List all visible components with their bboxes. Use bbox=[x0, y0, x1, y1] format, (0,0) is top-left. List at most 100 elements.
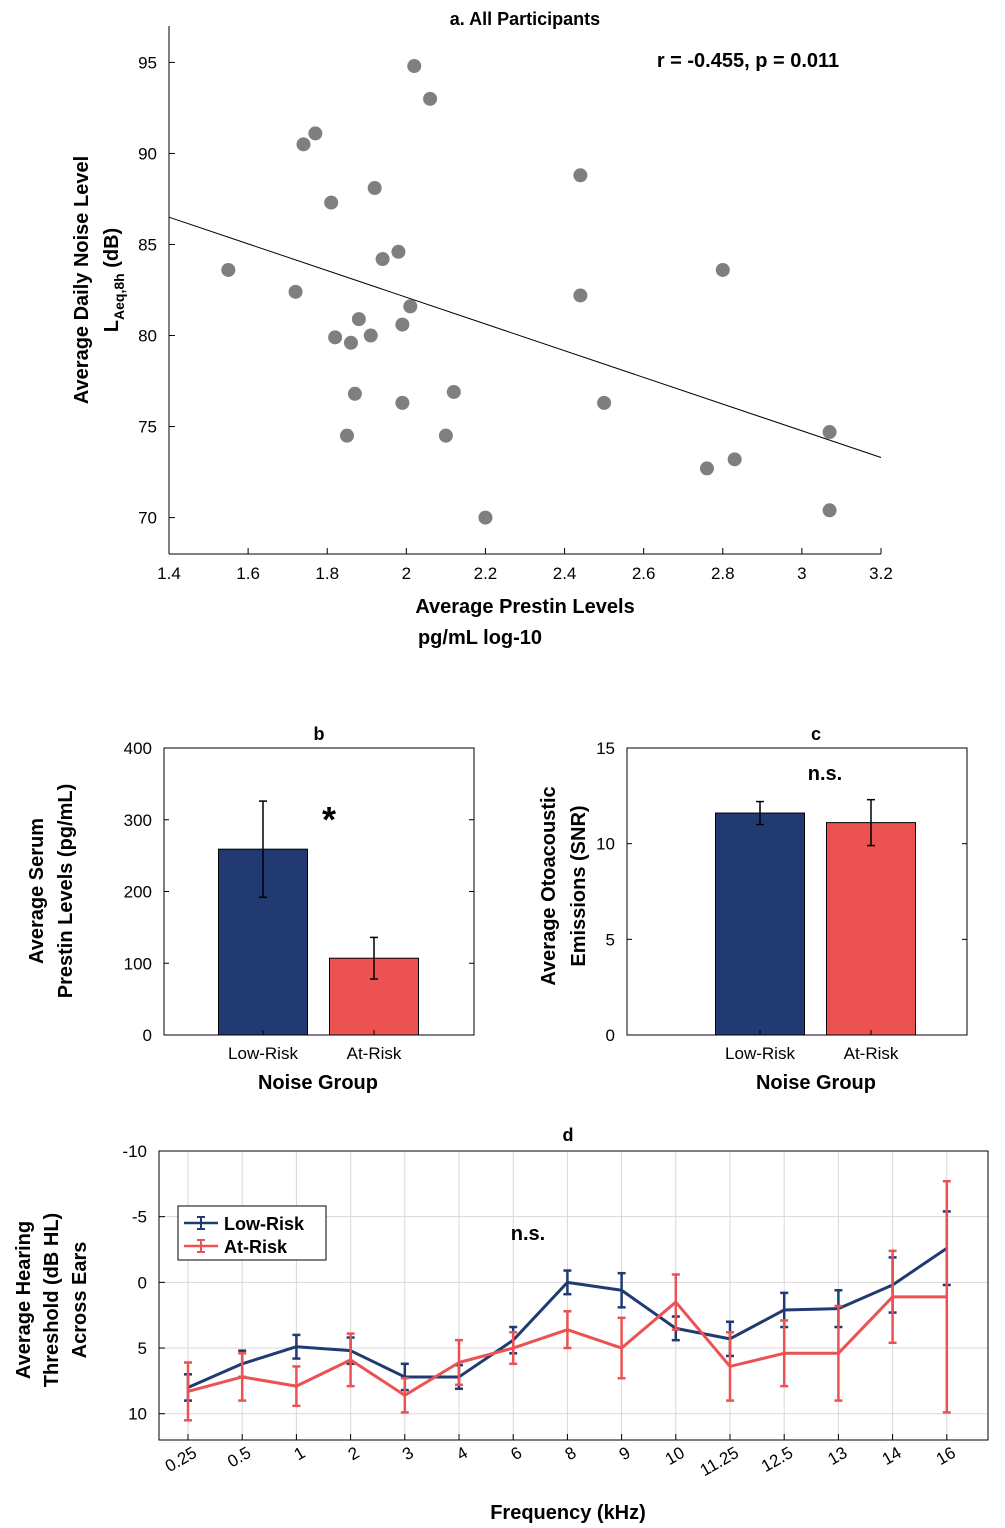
panel-a-data-point bbox=[363, 328, 378, 343]
panel-c-y-label-line2: Emissions (SNR) bbox=[568, 805, 590, 966]
panel-b-x-label: Noise Group bbox=[258, 1072, 378, 1094]
panel-a-y-tick-label: 95 bbox=[138, 53, 157, 72]
panel-a-x-tick-label: 1.4 bbox=[157, 564, 181, 583]
panel-b-y-tick-label: 200 bbox=[124, 883, 152, 902]
panel-d-x-tick-label: 14 bbox=[879, 1443, 905, 1469]
panel-a-data-point bbox=[573, 168, 588, 183]
panel-c-x-label: Noise Group bbox=[756, 1072, 876, 1094]
panel-c-ns-annotation: n.s. bbox=[808, 763, 842, 785]
panel-a-x-tick-label: 2.4 bbox=[553, 564, 577, 583]
panel-a-data-point bbox=[395, 317, 410, 332]
panel-d-x-tick-label: 0.5 bbox=[224, 1443, 254, 1471]
panel-d-y-ticks: -10 -5 0 5 10 bbox=[122, 1142, 165, 1424]
panel-d-x-tick-label: 9 bbox=[616, 1443, 634, 1464]
panel-a-data-point bbox=[367, 181, 382, 196]
panel-a-x-label: Average Prestin Levels bbox=[415, 596, 634, 618]
panel-a-x-ticks: 1.4 1.6 1.8 2 2.2 2.4 2.6 2.8 3 3.2 bbox=[157, 548, 893, 583]
panel-d-title: d bbox=[563, 1125, 574, 1145]
panel-a-y-tick-label: 80 bbox=[138, 327, 157, 346]
panel-d-y-tick-label: 10 bbox=[128, 1405, 147, 1424]
panel-d-ns-annotation: n.s. bbox=[511, 1223, 545, 1245]
panel-a-data-point bbox=[391, 244, 406, 259]
panel-a-data-point bbox=[438, 428, 453, 443]
panel-c-bar bbox=[826, 822, 916, 1036]
panel-b-significance-star: * bbox=[322, 799, 336, 840]
panel-a-data-point bbox=[822, 425, 837, 440]
panel-a-title: a. All Participants bbox=[450, 9, 600, 29]
panel-d-x-tick-label: 0.25 bbox=[162, 1443, 200, 1476]
panel-c-y-tick-label: 15 bbox=[596, 739, 615, 758]
panel-c-bar bbox=[715, 812, 805, 1036]
panel-b-y-tick-label: 100 bbox=[124, 954, 152, 973]
panel-d-y-tick-label: 0 bbox=[138, 1273, 147, 1292]
panel-a-data-point bbox=[597, 395, 612, 410]
panel-c-bar-chart: c 0 5 10 15 Low-Risk At-Risk n.s. Noise Grou… bbox=[538, 724, 968, 1094]
panel-d-x-label: Frequency (kHz) bbox=[490, 1502, 646, 1524]
panel-d-x-tick-label: 12.5 bbox=[758, 1443, 796, 1476]
panel-a-data-point bbox=[347, 386, 362, 401]
panel-a-x-tick-label: 1.8 bbox=[315, 564, 339, 583]
panel-a-data-point bbox=[403, 299, 418, 314]
panel-d-x-tick-label: 1 bbox=[291, 1443, 309, 1464]
panel-d-grid bbox=[159, 1150, 988, 1440]
panel-a-data-point bbox=[446, 384, 461, 399]
panel-a-y-tick-label: 70 bbox=[138, 509, 157, 528]
panel-b-x-tick-label: Low-Risk bbox=[228, 1044, 298, 1063]
panel-d-x-tick-label: 3 bbox=[399, 1443, 417, 1464]
panel-d-y-tick-label: -5 bbox=[132, 1208, 147, 1227]
panel-b-y-tick-label: 400 bbox=[124, 739, 152, 758]
panel-a-data-point bbox=[328, 330, 343, 345]
panel-a-data-point bbox=[221, 262, 236, 277]
panel-c-x-tick-label: Low-Risk bbox=[725, 1044, 795, 1063]
panel-d-legend: Low-Risk At-Risk bbox=[177, 1205, 327, 1261]
panel-a-x-tick-label: 2.2 bbox=[474, 564, 498, 583]
panel-a-data-point bbox=[324, 195, 339, 210]
panel-a-data-point bbox=[423, 91, 438, 106]
panel-b-y-tick-label: 0 bbox=[143, 1026, 152, 1045]
panel-d-series-line bbox=[187, 1295, 947, 1397]
panel-c-y-tick-label: 0 bbox=[606, 1026, 615, 1045]
panel-d-x-ticks: 0.25 0.5 1 2 3 4 6 8 9 10 11.25 12.5 13 14 16 bbox=[162, 1434, 959, 1480]
panel-a-x-tick-label: 2.6 bbox=[632, 564, 656, 583]
panel-c-y-tick-label: 10 bbox=[596, 835, 615, 854]
panel-c-x-tick-label: At-Risk bbox=[844, 1044, 899, 1063]
panel-a-data-point bbox=[343, 335, 358, 350]
panel-a-y-tick-label: 85 bbox=[138, 235, 157, 254]
panel-d-x-tick-label: 11.25 bbox=[697, 1443, 742, 1480]
panel-a-x-tick-label: 3 bbox=[797, 564, 806, 583]
panel-d-x-tick-label: 13 bbox=[825, 1443, 851, 1469]
panel-c-bars bbox=[715, 798, 916, 1036]
panel-a-data-point bbox=[308, 126, 323, 141]
panel-c-x-ticks: Low-Risk At-Risk bbox=[725, 1030, 899, 1063]
panel-a-fit-line-group bbox=[168, 216, 882, 458]
panel-d-series bbox=[184, 1179, 951, 1422]
panel-b-bars bbox=[218, 800, 419, 1036]
panel-a-data-point bbox=[340, 428, 354, 443]
panel-d-x-tick-label: 6 bbox=[507, 1443, 525, 1464]
panel-d-x-tick-label: 10 bbox=[662, 1443, 688, 1469]
panel-a-y-label-line2: LAeq,8h (dB) bbox=[101, 228, 127, 332]
panel-a-y-tick-label: 90 bbox=[138, 144, 157, 163]
panel-d-series-line bbox=[187, 1246, 948, 1389]
panel-a-x-tick-label: 2.8 bbox=[711, 564, 735, 583]
panel-a-data-point bbox=[573, 288, 588, 303]
panel-a-data-point bbox=[478, 510, 493, 525]
panel-b-bar-chart: b 0 100 200 300 400 Low-Risk At-Risk * Noise … bbox=[26, 724, 475, 1094]
panel-a-y-label: Average Daily Noise Level bbox=[71, 156, 93, 404]
panel-a-data-point bbox=[407, 59, 422, 74]
panel-b-x-tick-label: At-Risk bbox=[347, 1044, 402, 1063]
panel-b-y-label: Average Serum bbox=[26, 818, 48, 964]
panel-a-y-ticks: 70 75 80 85 90 95 bbox=[138, 53, 175, 528]
panel-a-x-tick-label: 3.2 bbox=[869, 564, 893, 583]
panel-b-x-ticks: Low-Risk At-Risk bbox=[228, 1030, 402, 1063]
panel-a-y-label-sub: Aeq,8h bbox=[111, 273, 127, 320]
panel-a-data-point bbox=[822, 503, 837, 518]
panel-a-correlation-annotation: r = -0.455, p = 0.011 bbox=[657, 50, 839, 72]
panel-d-x-tick-label: 2 bbox=[345, 1443, 363, 1464]
panel-a-x-tick-label: 1.6 bbox=[236, 564, 260, 583]
panel-c-y-tick-label: 5 bbox=[606, 930, 615, 949]
panel-a-x-tick-label: 2 bbox=[402, 564, 411, 583]
panel-a-data-point bbox=[699, 461, 714, 476]
panel-a-data-point bbox=[727, 452, 742, 467]
